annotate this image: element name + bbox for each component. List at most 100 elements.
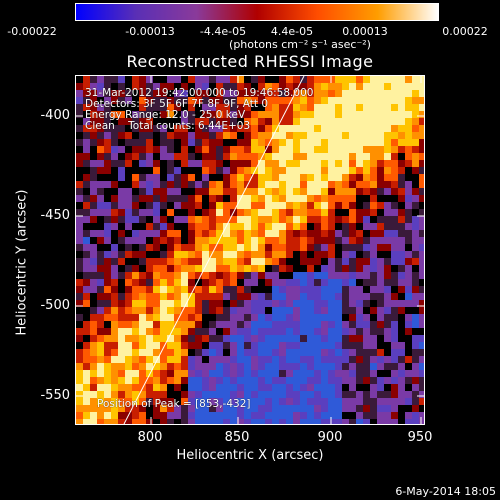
image-pixel (370, 230, 378, 238)
image-pixel (216, 237, 224, 245)
image-pixel (153, 307, 161, 315)
image-pixel (118, 391, 126, 399)
image-pixel (174, 279, 182, 287)
image-pixel (265, 125, 273, 133)
image-pixel (314, 230, 322, 238)
image-pixel (356, 83, 364, 91)
image-pixel (384, 118, 392, 126)
image-pixel (370, 342, 378, 350)
image-pixel (146, 321, 154, 329)
image-pixel (125, 349, 133, 357)
image-pixel (419, 174, 424, 182)
image-pixel (314, 300, 322, 308)
image-pixel (111, 223, 119, 231)
image-pixel (321, 146, 329, 154)
image-pixel (209, 286, 217, 294)
image-pixel (174, 405, 182, 413)
image-pixel (118, 111, 126, 119)
image-pixel (90, 405, 98, 413)
rhessi-image-plot: 31-Mar-2012 19:42:00.000 to 19:46:58.000… (75, 75, 425, 425)
image-pixel (111, 391, 119, 399)
image-pixel (132, 356, 140, 364)
image-pixel (384, 384, 392, 392)
image-pixel (244, 125, 252, 133)
image-pixel (167, 328, 175, 336)
image-pixel (349, 160, 357, 168)
image-pixel (160, 377, 168, 385)
image-pixel (412, 272, 420, 280)
image-pixel (258, 209, 266, 217)
image-pixel (342, 405, 350, 413)
image-pixel (405, 342, 413, 350)
image-pixel (223, 412, 231, 420)
image-pixel (314, 272, 322, 280)
image-pixel (153, 321, 161, 329)
image-pixel (391, 111, 399, 119)
image-pixel (76, 265, 84, 273)
image-pixel (363, 265, 371, 273)
image-pixel (237, 293, 245, 301)
image-pixel (321, 104, 329, 112)
image-pixel (223, 111, 231, 119)
image-pixel (111, 195, 119, 203)
image-pixel (321, 412, 329, 420)
image-pixel (412, 349, 420, 357)
image-pixel (188, 384, 196, 392)
image-pixel (377, 174, 385, 182)
image-pixel (293, 181, 301, 189)
image-pixel (314, 356, 322, 364)
image-pixel (181, 209, 189, 217)
image-pixel (307, 300, 315, 308)
image-pixel (279, 237, 287, 245)
image-pixel (370, 272, 378, 280)
image-pixel (146, 349, 154, 357)
image-pixel (209, 202, 217, 210)
image-pixel (356, 314, 364, 322)
image-pixel (153, 328, 161, 336)
image-pixel (188, 111, 196, 119)
image-pixel (237, 97, 245, 105)
image-pixel (419, 202, 424, 210)
image-pixel (370, 391, 378, 399)
image-pixel (335, 328, 343, 336)
image-pixel (153, 125, 161, 133)
image-pixel (384, 258, 392, 266)
image-pixel (139, 314, 147, 322)
image-pixel (132, 132, 140, 140)
image-pixel (258, 293, 266, 301)
image-pixel (76, 412, 84, 420)
image-pixel (104, 265, 112, 273)
image-pixel (125, 104, 133, 112)
image-pixel (251, 377, 259, 385)
image-pixel (104, 328, 112, 336)
image-pixel (146, 202, 154, 210)
image-pixel (300, 412, 308, 420)
image-pixel (139, 300, 147, 308)
image-pixel (132, 412, 140, 420)
image-pixel (104, 146, 112, 154)
colorbar-unit-label: (photons cm⁻² s⁻¹ asec⁻²) (229, 38, 371, 51)
image-pixel (174, 132, 182, 140)
image-pixel (83, 286, 91, 294)
y-tick-label: -500 (40, 298, 70, 313)
image-pixel (342, 237, 350, 245)
image-pixel (195, 125, 203, 133)
image-pixel (90, 90, 98, 98)
image-pixel (258, 139, 266, 147)
image-pixel (335, 90, 343, 98)
image-pixel (419, 391, 424, 399)
image-pixel (76, 153, 84, 161)
image-pixel (307, 314, 315, 322)
image-pixel (146, 139, 154, 147)
image-pixel (97, 209, 105, 217)
image-pixel (328, 328, 336, 336)
image-pixel (342, 83, 350, 91)
image-pixel (118, 307, 126, 315)
image-pixel (363, 349, 371, 357)
image-pixel (125, 216, 133, 224)
image-pixel (195, 258, 203, 266)
image-pixel (195, 202, 203, 210)
image-pixel (132, 216, 140, 224)
image-pixel (195, 412, 203, 420)
image-pixel (139, 237, 147, 245)
